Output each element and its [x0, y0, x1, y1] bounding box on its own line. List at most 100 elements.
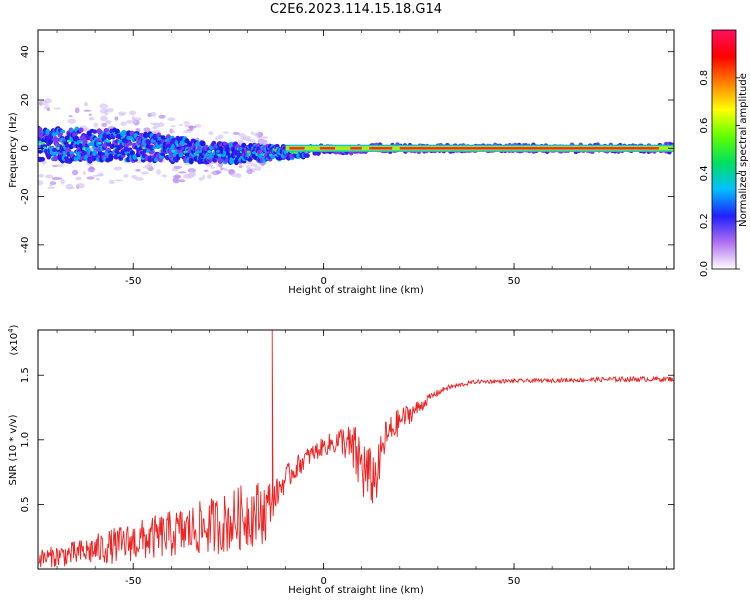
snr-y-tick-label: 1.0 — [20, 432, 31, 448]
spectrogram-band-blob — [38, 149, 43, 154]
spectrogram-noise-blob — [220, 167, 224, 171]
spectrogram-noise-blob — [65, 183, 74, 190]
spectrogram-noise-blob — [198, 176, 204, 181]
spectrogram-noise-blob — [128, 110, 137, 116]
spectrogram-noise-blob — [170, 130, 176, 134]
spectrogram-noise-blob — [188, 125, 194, 130]
spectrogram-noise-blob — [83, 109, 92, 112]
spectrogram-y-tick-label: 20 — [20, 94, 31, 107]
spectrogram-noise-blob — [206, 174, 212, 179]
spectrogram-frame — [37, 29, 675, 270]
spectrogram-noise-blob — [123, 173, 129, 178]
spectrogram-noise-blob — [250, 163, 258, 167]
spectrogram-band-blob — [92, 149, 98, 157]
spectrogram-core-blob — [38, 140, 42, 144]
spectrogram-band-blob — [52, 147, 58, 152]
colorbar-tick-label: 0.6 — [699, 118, 710, 134]
spectrogram-band-blob — [149, 145, 155, 151]
spectrogram-noise-blob — [99, 103, 108, 110]
spectrogram-band-blob — [179, 140, 185, 146]
spectrogram-core-blob — [42, 146, 47, 150]
spectrogram-noise-blob — [51, 176, 60, 181]
spectrogram-noise-blob — [187, 168, 196, 173]
spectrogram-noise-blob — [192, 172, 197, 177]
colorbar-tick-label: 0.8 — [699, 70, 710, 86]
spectrogram-band-blob — [178, 152, 184, 158]
spectrogram-noise-blob — [38, 180, 44, 186]
spectrogram-noise-blob — [179, 179, 186, 183]
spectrogram-noise-blob — [88, 113, 92, 116]
spectrogram-x-label: Height of straight line (km) — [288, 285, 424, 296]
spectrogram-y-tick-label: 0 — [20, 145, 31, 151]
spectrogram-noise-blob — [71, 169, 79, 176]
spectrogram-ridge-core — [350, 147, 362, 150]
spectrogram-noise-blob — [140, 171, 149, 175]
spectrogram-noise-blob — [240, 136, 246, 140]
spectrogram-core-blob — [215, 149, 220, 153]
spectrogram-band-blob — [92, 129, 98, 134]
spectrogram-band-blob — [200, 140, 206, 147]
spectrogram-noise-blob — [263, 141, 269, 145]
spectrogram-noise-blob — [125, 119, 135, 124]
spectrogram-y-label: Frequency (Hz) — [8, 112, 19, 188]
spectrogram-noise-blob — [76, 182, 85, 189]
spectrogram-core-blob — [73, 141, 78, 145]
spectrogram-noise-blob — [95, 177, 100, 181]
spectrogram-noise-blob — [183, 121, 190, 125]
spectrogram-band-blob — [64, 135, 70, 141]
spectrogram-heatmap — [38, 98, 674, 190]
spectrogram-band-blob — [229, 158, 235, 165]
spectrogram-band-blob — [148, 150, 154, 155]
spectrogram-noise-blob — [83, 101, 88, 107]
spectrogram-noise-blob — [113, 166, 123, 171]
spectrogram-noise-blob — [223, 131, 229, 134]
snr-multiplier-label: (x104) — [7, 324, 20, 355]
spectrogram-noise-blob — [173, 165, 182, 169]
spectrogram-band-blob — [47, 138, 53, 145]
spectrogram-ridge-core — [369, 147, 393, 150]
spectrogram-noise-blob — [246, 168, 253, 175]
spectrogram-noise-blob — [254, 166, 262, 171]
spectrogram-noise-blob — [100, 115, 108, 122]
spectrogram-band-blob — [123, 146, 129, 152]
spectrogram-noise-blob — [178, 171, 187, 174]
spectrogram-band-blob — [53, 154, 59, 162]
snr-series-line — [38, 330, 674, 568]
snr-x-tick-label: -50 — [125, 576, 141, 587]
spectrogram-noise-blob — [108, 179, 115, 185]
spectrogram-noise-blob — [203, 169, 209, 173]
spectrogram-ticks: -50 0 50 -40 -20 0 20 40 — [20, 30, 674, 287]
spectrogram-band-blob — [160, 135, 166, 140]
spectrogram-noise-blob — [132, 118, 137, 124]
spectrogram-noise-blob — [75, 176, 82, 181]
spectrogram-y-tick-label: 40 — [20, 45, 31, 58]
spectrogram-noise-blob — [182, 173, 192, 179]
spectrogram-noise-blob — [67, 118, 77, 124]
spectrogram-noise-blob — [45, 174, 54, 179]
spectrogram-x-tick-label: -50 — [125, 276, 141, 287]
spectrogram-band-blob — [102, 132, 108, 140]
spectrogram-noise-blob — [250, 131, 254, 135]
spectrogram-noise-blob — [44, 106, 48, 110]
snr-y-label: SNR (10 * v/v) — [8, 414, 19, 485]
spectrogram-noise-blob — [74, 107, 80, 114]
spectrogram-noise-blob — [135, 168, 141, 172]
spectrogram-noise-blob — [68, 115, 73, 118]
spectrogram-core-blob — [152, 146, 157, 150]
spectrogram-noise-blob — [194, 124, 202, 128]
spectrogram-band-blob — [78, 127, 84, 133]
spectrogram-noise-blob — [55, 163, 65, 167]
spectrogram-band-blob — [166, 143, 172, 149]
spectrogram-noise-blob — [218, 162, 224, 168]
spectrogram-noise-blob — [135, 177, 144, 181]
spectrogram-band-blob — [152, 133, 158, 141]
spectrogram-core-blob — [221, 154, 226, 157]
spectrogram-noise-blob — [183, 130, 192, 133]
spectrogram-noise-blob — [232, 131, 240, 135]
spectrogram-noise-blob — [244, 138, 251, 141]
spectrogram-band-blob — [121, 129, 127, 136]
spectrogram-x-tick-label: 0 — [320, 276, 326, 287]
spectrogram-noise-blob — [253, 132, 261, 137]
spectrogram-noise-blob — [118, 113, 126, 116]
